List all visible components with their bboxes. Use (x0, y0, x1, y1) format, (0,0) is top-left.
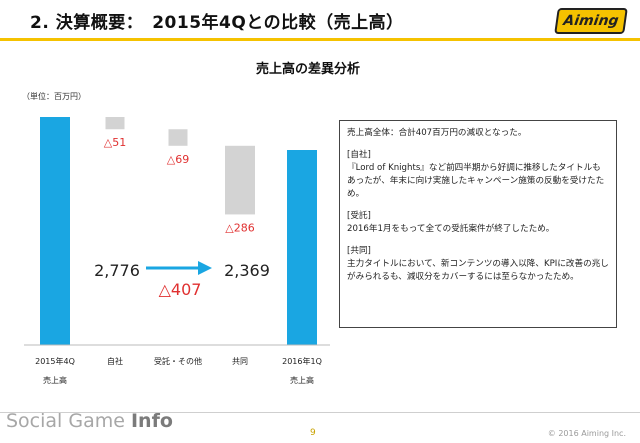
brand-suffix: Info (130, 410, 173, 432)
note-head-joint: [共同] (347, 246, 371, 256)
label-change-contract: △69 (167, 153, 189, 166)
footer-divider (0, 412, 640, 413)
label-change-joint: △286 (225, 221, 254, 234)
waterfall-chart: △51 △69 △286 2015年4Q 売上高 自社 受託・その他 共同 2016年1Q 売上高… (24, 117, 330, 385)
category-label-2: 受託・その他 (154, 356, 202, 366)
note-summary: 売上高全体：合計407百万円の減収となった。 (347, 128, 527, 138)
copyright: © 2016 Aiming Inc. (547, 429, 626, 438)
category-label-0: 2015年4Q (35, 356, 75, 366)
change-arrow-head (198, 261, 212, 275)
bar-2016q1 (287, 150, 317, 345)
note-head-own: [自社] (347, 150, 371, 160)
start-value-label: 2,776 (94, 261, 140, 280)
bar-change-joint (225, 145, 255, 215)
note-text-joint: 主力タイトルにおいて、新コンテンツの導入以降、KPIに改善の兆しがみられるも、減… (347, 259, 609, 282)
total-change-label: △407 (159, 280, 202, 299)
chart-title: 売上高の差異分析 (255, 62, 360, 77)
note-text-contract: 2016年1月をもって全ての受託案件が終了したため。 (347, 224, 555, 234)
category-label-1: 自社 (107, 356, 123, 366)
end-value-label: 2,369 (224, 261, 270, 280)
category-label-3: 共同 (232, 357, 248, 366)
category-label-4: 2016年1Q (282, 356, 322, 366)
brand-prefix: Social Game (6, 410, 131, 432)
page-number: 9 (310, 428, 316, 438)
notes-box: 売上高全体：合計407百万円の減収となった。 [自社] 『Lord of Kni… (339, 120, 617, 328)
unit-label: （単位：百万円） (22, 92, 86, 101)
bar-2015q4 (40, 117, 70, 345)
slide-title: 2. 決算概要： 2015年4Qとの比較（売上高） (30, 13, 404, 33)
category-sublabel-0: 売上高 (43, 375, 67, 385)
brand-watermark: Social Game Info (6, 410, 173, 432)
bar-change-own (105, 117, 125, 130)
title-underline (0, 38, 640, 41)
bar-change-contract (168, 129, 188, 146)
note-text-own: 『Lord of Knights』など前四半期から好調に推移したタイトルもあった… (347, 163, 605, 199)
label-change-own: △51 (104, 136, 126, 149)
note-head-contract: [受託] (347, 211, 371, 221)
category-sublabel-4: 売上高 (290, 375, 314, 385)
